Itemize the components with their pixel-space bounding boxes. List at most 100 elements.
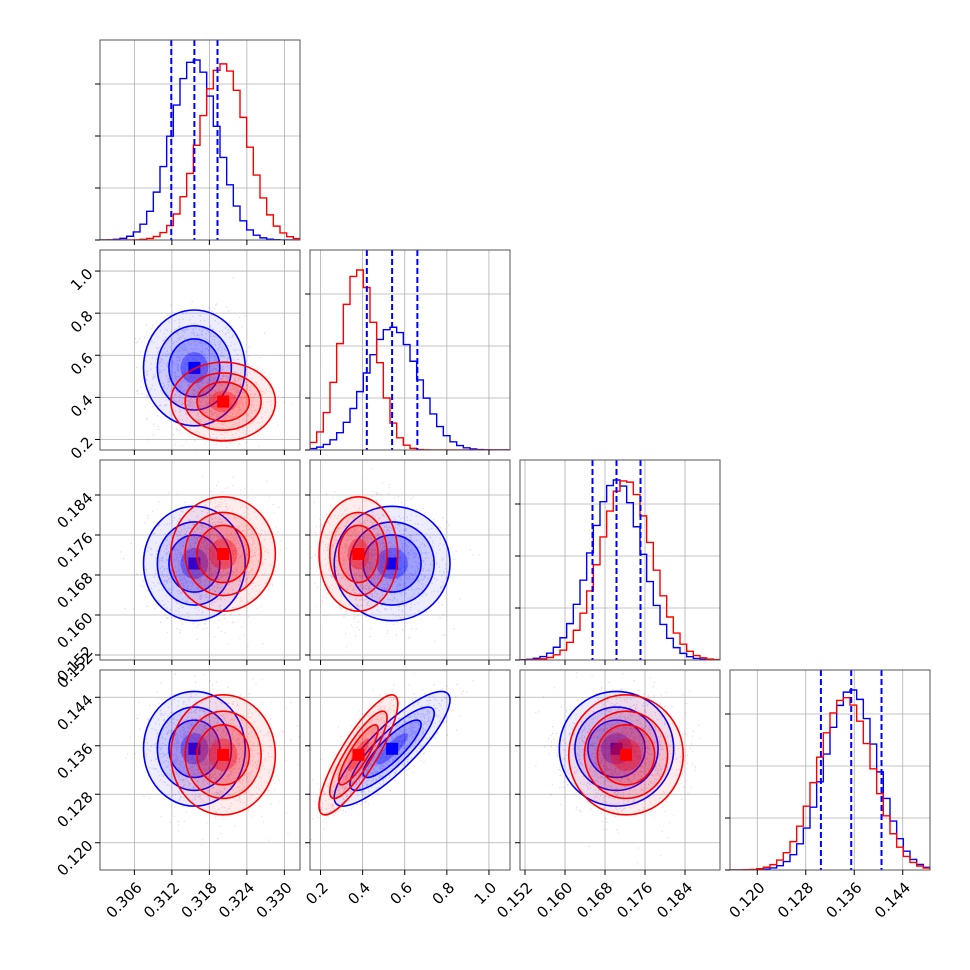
- histogram-series-1: [730, 696, 930, 870]
- contour-line-2: [587, 719, 646, 779]
- contour-line-0: [567, 694, 684, 816]
- x-tick-label: 0.306: [103, 879, 146, 922]
- y-tick-label: 0.160: [53, 609, 96, 652]
- contour-line-0: [142, 690, 247, 807]
- x-tick-label: 0.6: [386, 879, 416, 909]
- x-tick-label: 0.312: [140, 879, 183, 922]
- contour-line-2: [196, 524, 251, 584]
- scatter-points: [143, 476, 287, 647]
- y-tick-label: 0.120: [53, 837, 96, 880]
- x-tick-label: 0.176: [613, 879, 656, 922]
- density-peak: [386, 742, 399, 755]
- x-tick-label: 0.184: [653, 879, 696, 922]
- contour-line-1: [574, 706, 659, 792]
- density-panel-2-1: [305, 459, 511, 665]
- density-series-1: [146, 350, 300, 450]
- panel-frame: [519, 459, 721, 661]
- contour-line-0: [318, 496, 399, 613]
- contour-line-2: [337, 524, 379, 584]
- histogram-series-1: [310, 269, 510, 450]
- density-series-0: [311, 483, 480, 642]
- contour-line-0: [170, 495, 277, 612]
- contour-line-0: [170, 361, 277, 442]
- y-tick-label: 0.4: [67, 391, 97, 421]
- x-tick-label: 0.4: [344, 879, 374, 909]
- contour-line-0: [318, 694, 399, 816]
- contour-line-2: [168, 719, 221, 779]
- x-tick-label: 0.160: [533, 879, 576, 922]
- x-tick-label: 0.330: [253, 879, 296, 922]
- density-panel-3-2: [515, 669, 721, 875]
- panel-frame: [99, 459, 301, 661]
- contour-line-1: [349, 521, 436, 606]
- histogram-series-1: [520, 480, 720, 660]
- density-series-1: [145, 674, 300, 846]
- x-tick-label: 0.152: [493, 879, 536, 922]
- scatter-points: [125, 673, 270, 840]
- panel-frame: [99, 39, 301, 241]
- x-tick-label: 0.2: [302, 879, 332, 909]
- histogram-series-0: [520, 479, 720, 660]
- y-tick-label: 0.168: [53, 569, 96, 612]
- y-tick-label: 0.184: [53, 489, 96, 532]
- x-tick-label: 0.324: [215, 879, 258, 922]
- density-peak: [352, 548, 365, 560]
- contour-line-2: [337, 724, 379, 786]
- x-tick-label: 0.120: [725, 879, 768, 922]
- density-panel-3-0: [95, 669, 301, 875]
- panel-frame: [99, 669, 301, 871]
- y-tick-label: 0.128: [53, 788, 96, 831]
- histogram-panel-0: [95, 39, 301, 245]
- contour-line-1: [328, 710, 388, 800]
- y-tick-label: 0.8: [67, 307, 97, 337]
- contour-line-2: [596, 724, 656, 786]
- density-peak: [217, 395, 230, 408]
- density-panel-2-0: [95, 459, 301, 665]
- density-series-1: [548, 673, 701, 865]
- contour-line-2: [362, 534, 422, 593]
- density-series-1: [143, 476, 287, 647]
- contour-line-1: [156, 706, 233, 792]
- histogram-panel-3: [725, 669, 931, 875]
- x-tick-label: 0.168: [573, 879, 616, 922]
- x-tick-label: 1.0: [471, 879, 501, 909]
- panel-frame: [309, 459, 511, 661]
- y-tick-label: 1.0: [67, 265, 97, 295]
- density-peak: [352, 748, 365, 761]
- contour-line-1: [328, 511, 388, 597]
- contour-line-0: [170, 694, 277, 816]
- panel-frame: [519, 669, 721, 871]
- histogram-panel-2: [515, 459, 721, 665]
- panel-frame: [309, 669, 511, 871]
- y-tick-label: 0.144: [53, 691, 96, 734]
- density-panel-1-0: [95, 249, 301, 455]
- density-peak: [610, 742, 623, 755]
- contour-line-2: [168, 534, 221, 593]
- contour-line-0: [333, 690, 451, 807]
- x-tick-label: 0.136: [822, 879, 865, 922]
- scatter-points: [535, 672, 696, 847]
- x-tick-label: 0.318: [178, 879, 221, 922]
- contour-line-1: [156, 324, 233, 411]
- contour-line-0: [333, 505, 451, 622]
- panel-frame: [729, 669, 931, 871]
- contour-line-2: [196, 381, 251, 423]
- contour-line-2: [196, 724, 251, 786]
- contour-line-1: [184, 511, 262, 597]
- contour-line-2: [168, 338, 221, 398]
- density-series-0: [120, 487, 280, 641]
- x-tick-label: 0.8: [429, 879, 459, 909]
- density-peak: [620, 748, 632, 761]
- panel-frame: [99, 249, 301, 451]
- y-tick-label: 0.176: [53, 529, 96, 572]
- contour-line-1: [184, 710, 262, 800]
- y-tick-label: 0.2: [67, 433, 97, 463]
- density-series-1: [310, 468, 413, 648]
- density-peak: [217, 748, 230, 761]
- density-series-1: [310, 672, 415, 830]
- density-series-0: [310, 680, 474, 841]
- density-panel-3-1: [305, 669, 511, 875]
- density-peak: [386, 557, 399, 570]
- contour-line-1: [184, 372, 262, 432]
